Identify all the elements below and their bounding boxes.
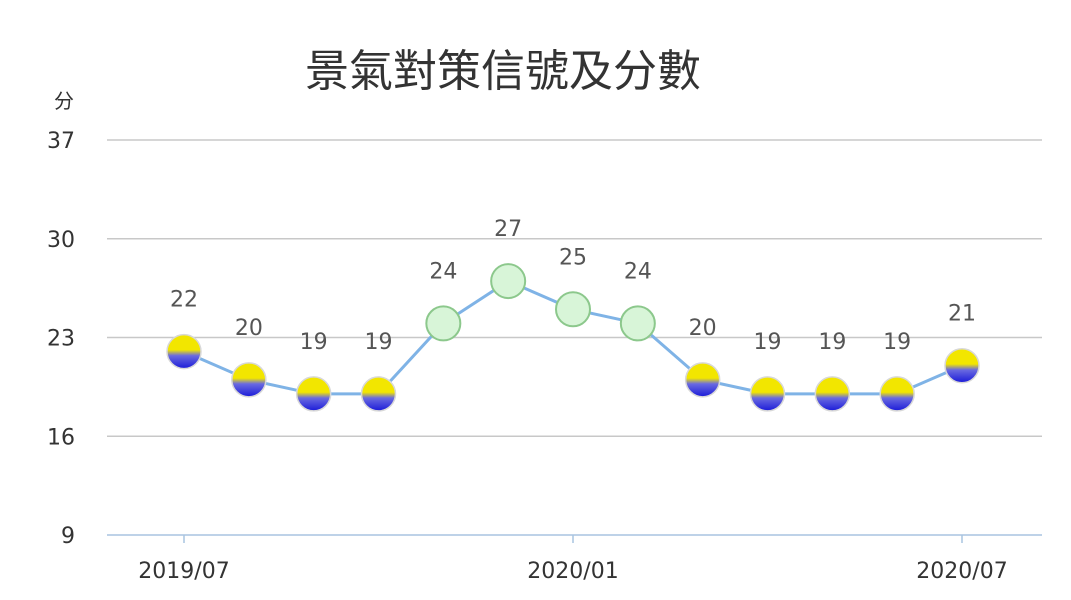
data-label: 21: [948, 302, 976, 327]
x-tick-label: 2019/07: [138, 559, 229, 584]
chart-title: 景氣對策信號及分數: [305, 46, 701, 97]
data-point-yellow-blue: [295, 376, 332, 412]
data-label: 19: [300, 330, 328, 355]
y-tick-label: 16: [47, 425, 75, 450]
data-point-green: [425, 305, 462, 342]
data-point-yellow-blue: [749, 376, 786, 412]
data-labels: 22 20 19 19 24 27 25 24 20 19 19 19 21: [170, 217, 976, 355]
y-axis-ticks: 9 16 23 30 37: [47, 129, 75, 549]
data-point-yellow-blue: [944, 347, 980, 384]
x-tick-label: 2020/07: [916, 559, 1007, 584]
y-axis-unit-label: 分: [54, 89, 74, 113]
data-point-green: [555, 291, 591, 328]
data-point-green: [490, 263, 527, 300]
data-label: 19: [754, 330, 782, 355]
data-point-yellow-blue: [360, 376, 397, 412]
data-point-green: [619, 305, 656, 342]
data-label: 22: [170, 288, 198, 313]
y-tick-label: 23: [47, 327, 75, 352]
data-label: 24: [429, 259, 457, 284]
data-point-yellow-blue: [684, 362, 721, 398]
x-tick-label: 2020/01: [527, 559, 618, 584]
data-label: 19: [818, 330, 846, 355]
data-point-yellow-blue: [231, 362, 267, 398]
x-axis-ticks: 2019/07 2020/01 2020/07: [138, 535, 1008, 584]
data-label: 20: [689, 316, 717, 341]
y-tick-label: 30: [47, 228, 75, 253]
data-label: 24: [624, 259, 652, 284]
data-label: 27: [494, 217, 522, 242]
y-tick-label: 9: [61, 524, 75, 549]
data-point-yellow-blue: [814, 376, 851, 412]
gridlines: [107, 139, 1042, 536]
data-label: 19: [883, 330, 911, 355]
data-points: [166, 263, 980, 412]
data-label: 25: [559, 245, 587, 270]
data-label: 20: [235, 316, 263, 341]
data-point-yellow-blue: [166, 333, 202, 370]
data-point-yellow-blue: [879, 376, 915, 412]
data-label: 19: [365, 330, 393, 355]
y-tick-label: 37: [47, 129, 75, 154]
